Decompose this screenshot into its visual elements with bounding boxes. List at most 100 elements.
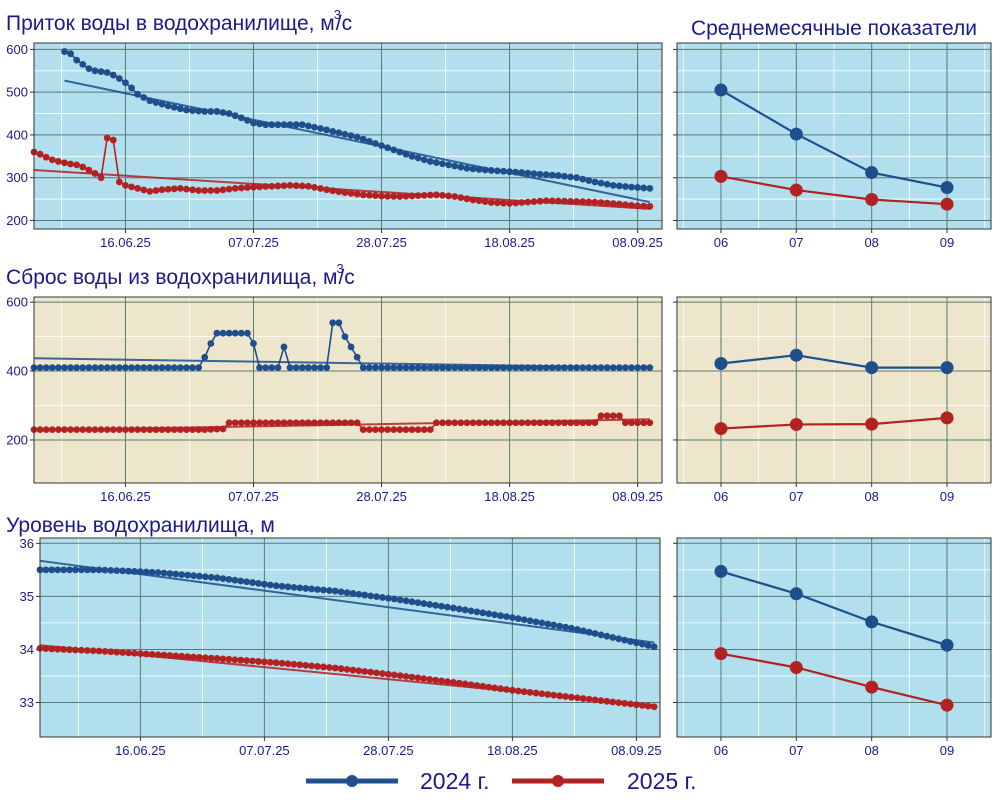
monthly-point bbox=[789, 183, 803, 197]
data-point bbox=[372, 364, 379, 372]
trend-line bbox=[39, 644, 655, 707]
data-point bbox=[402, 426, 410, 434]
data-point bbox=[646, 419, 654, 427]
data-point bbox=[384, 594, 392, 602]
data-point bbox=[548, 171, 556, 179]
data-point bbox=[250, 419, 257, 427]
x-tick-label: 07.07.25 bbox=[228, 489, 279, 504]
data-point bbox=[122, 181, 129, 189]
data-point bbox=[42, 566, 50, 574]
data-point bbox=[183, 106, 190, 114]
series-2024 bbox=[714, 564, 954, 652]
monthly-point bbox=[865, 615, 879, 629]
data-point bbox=[457, 364, 465, 372]
data-point bbox=[329, 319, 337, 327]
data-point bbox=[225, 329, 233, 337]
data-point bbox=[48, 156, 56, 164]
data-point bbox=[109, 71, 117, 79]
series-line bbox=[720, 89, 948, 189]
data-point bbox=[585, 177, 593, 184]
data-point bbox=[433, 159, 440, 166]
data-point bbox=[497, 612, 504, 620]
y-tick-label: 600 bbox=[6, 42, 28, 57]
y-tick-label: 200 bbox=[6, 432, 28, 447]
data-point bbox=[367, 668, 375, 676]
data-point bbox=[372, 426, 379, 434]
data-point bbox=[42, 153, 50, 161]
data-point bbox=[390, 364, 398, 372]
data-point bbox=[176, 184, 184, 192]
data-point bbox=[349, 590, 357, 597]
data-point bbox=[237, 419, 245, 427]
data-point bbox=[320, 663, 327, 671]
data-point bbox=[207, 187, 215, 194]
data-point bbox=[183, 185, 190, 193]
data-point bbox=[473, 608, 481, 616]
data-point bbox=[479, 609, 487, 617]
legend-item-0: 2024 г. bbox=[306, 768, 490, 794]
data-point bbox=[272, 659, 280, 667]
x-tick-label: 06 bbox=[714, 743, 728, 758]
data-point bbox=[284, 583, 292, 591]
data-point bbox=[426, 601, 434, 608]
data-point bbox=[420, 600, 428, 607]
data-point bbox=[213, 655, 221, 662]
data-point bbox=[266, 581, 274, 589]
x-tick-label: 06 bbox=[714, 489, 728, 504]
data-point bbox=[195, 364, 203, 372]
data-point bbox=[341, 189, 349, 197]
data-point bbox=[365, 426, 373, 434]
data-point bbox=[302, 585, 310, 592]
data-point bbox=[262, 364, 270, 372]
y-tick-label: 200 bbox=[6, 213, 28, 228]
data-point bbox=[73, 161, 81, 169]
trend-line bbox=[39, 559, 655, 644]
data-point bbox=[561, 172, 568, 180]
data-point bbox=[274, 364, 282, 372]
x-tick-label: 28.07.25 bbox=[356, 489, 407, 504]
panel-outflow_monthly: 06 07 08 09 bbox=[673, 296, 992, 504]
x-tick-label: 09 bbox=[940, 743, 954, 758]
data-point bbox=[347, 343, 355, 351]
y-tick-label: 600 bbox=[6, 295, 28, 310]
data-point bbox=[243, 578, 251, 586]
data-point bbox=[365, 364, 373, 372]
data-point bbox=[323, 186, 331, 194]
series-2025 bbox=[714, 411, 954, 436]
data-point bbox=[103, 364, 111, 372]
data-point bbox=[520, 616, 528, 624]
panel-title: Сброс воды из водохранилища, м bbox=[6, 266, 337, 289]
monthly-point bbox=[789, 348, 803, 362]
legend: 2024 г. 2025 г. bbox=[306, 768, 697, 794]
data-point bbox=[359, 191, 367, 199]
data-point bbox=[373, 593, 380, 601]
monthly-point bbox=[714, 422, 728, 436]
x-tick-label: 08.09.25 bbox=[612, 235, 663, 250]
x-tick-label: 06 bbox=[714, 235, 728, 250]
data-point bbox=[166, 570, 174, 577]
data-point bbox=[646, 184, 654, 192]
data-point bbox=[353, 190, 361, 198]
series-2025 bbox=[714, 647, 954, 712]
series-2025 bbox=[30, 412, 654, 434]
data-point bbox=[325, 664, 333, 671]
data-point bbox=[225, 185, 233, 193]
data-point bbox=[379, 670, 386, 677]
data-point bbox=[207, 573, 215, 581]
x-tick-label: 28.07.25 bbox=[363, 743, 414, 758]
data-point bbox=[189, 186, 196, 194]
data-point bbox=[526, 617, 534, 625]
data-point bbox=[384, 364, 392, 372]
data-point bbox=[414, 426, 422, 434]
data-point bbox=[146, 364, 154, 372]
data-point bbox=[255, 579, 262, 587]
series-2025 bbox=[36, 644, 658, 711]
data-point bbox=[500, 199, 507, 207]
panel-border bbox=[39, 537, 661, 738]
x-tick-label: 16.06.25 bbox=[115, 743, 166, 758]
data-point bbox=[243, 657, 251, 664]
data-point bbox=[573, 174, 581, 182]
data-point bbox=[280, 343, 288, 351]
panel-border bbox=[33, 42, 663, 230]
x-tick-label: 07 bbox=[789, 743, 803, 758]
